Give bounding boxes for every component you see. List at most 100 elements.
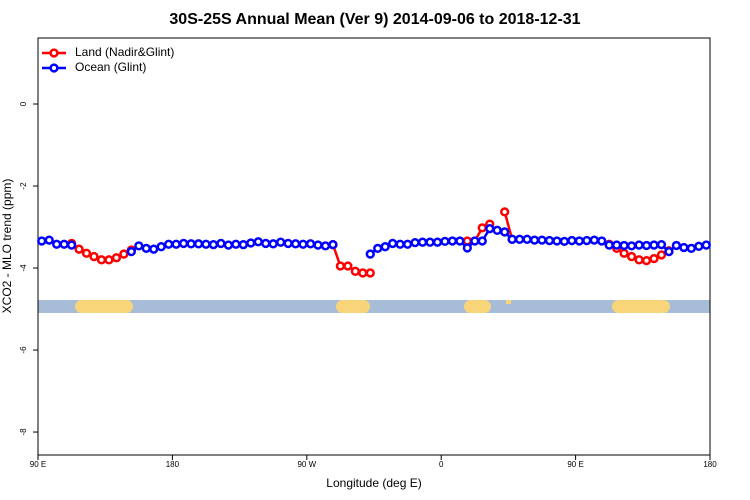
data-point [81, 248, 92, 258]
data-point [500, 207, 510, 217]
x-tick-label: 90 W [297, 460, 316, 469]
data-point [290, 239, 301, 249]
data-point [156, 242, 166, 252]
data-point [328, 240, 338, 250]
data-point [320, 241, 331, 251]
data-point [477, 236, 487, 246]
data-point [462, 243, 472, 253]
ocean-strip [38, 300, 710, 313]
data-point [246, 238, 256, 248]
data-point [208, 240, 219, 250]
data-point [656, 240, 667, 250]
data-point [582, 235, 592, 246]
data-point [238, 240, 248, 250]
data-point [634, 255, 644, 265]
data-point [59, 239, 69, 249]
data-point [37, 236, 47, 246]
data-point [537, 235, 547, 245]
data-point [365, 249, 375, 259]
data-point [111, 253, 122, 263]
data-point [388, 238, 398, 249]
y-tick-label: -8 [19, 428, 28, 436]
data-point [425, 237, 435, 247]
data-point [193, 239, 204, 249]
data-point [402, 239, 413, 249]
data-point [171, 239, 181, 249]
data-point [373, 243, 383, 253]
data-point [492, 225, 502, 235]
data-point [141, 243, 151, 253]
data-point [447, 236, 458, 246]
data-point [119, 249, 129, 259]
land-strip [464, 300, 491, 313]
data-point [701, 240, 711, 250]
data-point [559, 236, 570, 247]
data-point [574, 236, 584, 246]
data-point [178, 238, 189, 249]
data-point [597, 236, 607, 246]
data-point [253, 237, 263, 247]
data-point [634, 240, 644, 250]
data-point [96, 255, 107, 265]
legend-marker [49, 48, 59, 58]
legend-marker [49, 63, 59, 73]
y-tick-label: -2 [19, 182, 28, 190]
data-point [440, 236, 450, 247]
data-point [223, 240, 234, 250]
data-point [52, 239, 62, 249]
data-point [567, 235, 577, 246]
data-point [104, 255, 114, 265]
data-point [686, 243, 696, 253]
x-tick-label: 90 E [567, 460, 583, 469]
data-point [641, 255, 652, 266]
y-tick-label: -4 [19, 264, 28, 272]
data-point [44, 235, 54, 245]
data-point [619, 248, 629, 258]
data-point [164, 239, 174, 249]
data-point [694, 241, 704, 251]
data-point [432, 237, 443, 247]
data-point [604, 240, 614, 250]
data-point [500, 227, 510, 237]
data-point [89, 251, 99, 262]
data-point [313, 240, 323, 250]
data-point [619, 240, 629, 251]
data-point [522, 234, 532, 244]
x-tick-label: 180 [703, 460, 717, 469]
data-point [514, 234, 525, 244]
data-point [626, 251, 637, 262]
data-point [261, 238, 271, 249]
data-point [231, 239, 241, 249]
land-strip [336, 300, 370, 313]
data-point [276, 237, 286, 247]
data-point [589, 235, 599, 245]
legend-label: Land (Nadir&Glint) [75, 45, 174, 59]
data-point [186, 239, 196, 249]
data-point [216, 238, 226, 249]
land-strip [506, 300, 511, 304]
data-point [656, 250, 667, 260]
data-point [358, 268, 368, 278]
data-point [485, 224, 495, 234]
x-tick-label: 180 [166, 460, 180, 469]
data-point [552, 236, 562, 246]
y-tick-label: 0 [19, 101, 28, 106]
data-point [664, 246, 674, 257]
x-tick-label: 90 E [30, 460, 46, 469]
data-point [343, 261, 353, 271]
data-point [298, 239, 308, 249]
data-point [649, 253, 659, 264]
data-point [455, 236, 465, 246]
chart-title: 30S-25S Annual Mean (Ver 9) 2014-09-06 t… [169, 11, 580, 28]
data-point [126, 246, 136, 257]
data-point [74, 244, 84, 254]
data-point [268, 239, 278, 249]
data-point [380, 242, 390, 252]
data-point [507, 234, 517, 244]
data-point [365, 268, 375, 278]
data-point [350, 266, 360, 276]
data-point [544, 235, 555, 246]
data-point [417, 237, 428, 247]
land-strip [612, 300, 670, 313]
